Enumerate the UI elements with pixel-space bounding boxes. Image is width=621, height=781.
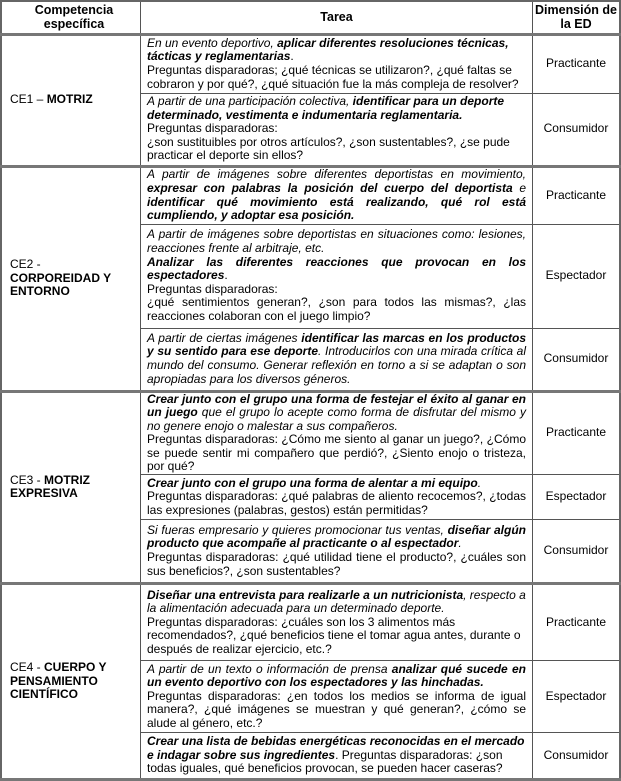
tarea-cell: Crear una lista de bebidas energéticas r… — [140, 732, 533, 781]
tarea-cell: Diseñar una entrevista para realizarle a… — [140, 583, 533, 662]
competencia-name: MOTRIZ EXPRESIVA — [10, 472, 91, 501]
header-tarea: Tarea — [140, 0, 533, 36]
competencia-cell: CE1 – MOTRIZ — [0, 33, 141, 168]
tarea-text: . — [290, 49, 294, 64]
header-row: Competencia específica Tarea Dimensión d… — [0, 0, 621, 36]
tarea-text: ¿son sustituibles por otros artículos?, … — [147, 134, 510, 163]
tarea-text: analizar qué sucede en un evento deporti… — [147, 661, 526, 690]
competencia-name: MOTRIZ — [46, 92, 93, 107]
header-dimension: Dimensión de la ED — [532, 0, 621, 36]
dimension-cell: Practicante — [532, 583, 621, 662]
competencia-code: CE1 – — [10, 92, 47, 107]
dimension-cell: Consumidor — [532, 92, 621, 168]
tarea-text: En un evento deportivo, — [147, 35, 278, 50]
dimension-cell: Consumidor — [532, 327, 621, 393]
tarea-text: . — [458, 536, 462, 551]
tarea-text: . — [477, 475, 482, 490]
tarea-text: , respecto a la alimentación adecuada pa… — [147, 587, 526, 616]
competencia-cell: CE3 - MOTRIZ EXPRESIVA — [0, 390, 141, 586]
tarea-cell: Crear junto con el grupo una forma de fe… — [140, 390, 533, 476]
tarea-text: Preguntas disparadoras: ¿cuáles son los … — [147, 614, 521, 656]
competencia-code: CE2 - — [10, 257, 41, 272]
dimension-cell: Espectador — [532, 223, 621, 329]
competencia-cell: CE4 - CUERPO Y PENSAMIENTO CIENTÍFICO — [0, 583, 141, 781]
dimension-cell: Practicante — [532, 165, 621, 225]
tarea-text: Preguntas disparadoras: ¿en todos los me… — [147, 688, 526, 730]
tarea-text: . — [224, 268, 228, 283]
tarea-text: . Introducirlos con una mirada crítica a… — [147, 344, 527, 386]
table-row: CE3 - MOTRIZ EXPRESIVA Crear junto con el… — [0, 390, 621, 586]
tarea-cell: A partir de imágenes sobre diferentes de… — [140, 165, 533, 225]
dimension-cell: Espectador — [532, 474, 621, 521]
tarea-text: Crear junto con el grupo una forma de fe… — [147, 391, 526, 420]
tarea-cell: Si fueras empresario y quieres promocion… — [140, 519, 533, 586]
tarea-text: . Preguntas disparadoras: ¿son todas igu… — [147, 747, 503, 776]
competencia-code: CE4 - — [10, 660, 45, 675]
competencia-name: CUERPO Y PENSAMIENTO CIENTÍFICO — [10, 660, 107, 702]
table-row: CE4 - CUERPO Y PENSAMIENTO CIENTÍFICO Dis… — [0, 583, 621, 781]
header-competencia: Competencia específica — [0, 0, 141, 36]
competencia-cell: CE2 - CORPOREIDAD Y ENTORNO — [0, 165, 141, 393]
table-row: CE2 - CORPOREIDAD Y ENTORNO A partir de i… — [0, 165, 621, 393]
tarea-text: A partir de ciertas imágenes — [147, 330, 302, 345]
tarea-text: Preguntas disparadoras: ¿Cómo me siento … — [147, 432, 526, 474]
table-row: Si fueras empresario y quieres promocion… — [1, 519, 621, 586]
tarea-text: A partir de una participación colectiva, — [147, 94, 353, 109]
tarea-text: expresar con palabras la posición del cu… — [147, 180, 513, 195]
tarea-text: Preguntas disparadoras; ¿qué técnicas se… — [147, 63, 519, 91]
tarea-text: Crear junto con el grupo una forma de al… — [147, 475, 478, 490]
tarea-text: identificar para un deporte determinado,… — [147, 94, 505, 122]
tarea-text: identificar las marcas en los productos … — [147, 330, 526, 359]
dimension-cell: Consumidor — [532, 732, 621, 781]
dimension-cell: Consumidor — [532, 519, 621, 586]
tarea-text: A partir de un texto o información de pr… — [147, 661, 392, 676]
tarea-text: Preguntas disparadoras: — [147, 281, 278, 296]
tarea-text: e — [512, 180, 526, 195]
tarea-cell: A partir de imágenes sobre deportistas e… — [140, 223, 533, 329]
tarea-text: A partir de imágenes sobre diferentes de… — [147, 167, 526, 182]
tarea-text: A partir de imágenes sobre deportistas e… — [147, 227, 526, 256]
competencia-code: CE3 - — [10, 472, 45, 487]
tarea-text: Si fueras empresario y quieres promocion… — [147, 522, 448, 537]
tarea-text: ¿qué sentimientos generan?, ¿son para to… — [147, 295, 526, 323]
table-row: A partir de una participación colectiva,… — [1, 92, 621, 168]
tarea-text: Diseñar una entrevista para realizarle a… — [147, 587, 464, 602]
table-row: CE1 – MOTRIZ En un evento deportivo, apli… — [0, 33, 621, 168]
table-row: Crear una lista de bebidas energéticas r… — [1, 732, 621, 781]
dimension-cell: Espectador — [532, 660, 621, 734]
tarea-cell: A partir de un texto o información de pr… — [140, 660, 533, 734]
tarea-text: aplicar diferentes resoluciones técnicas… — [147, 35, 509, 64]
tarea-cell: Crear junto con el grupo una forma de al… — [140, 474, 533, 521]
tarea-text: Preguntas disparadoras: ¿qué palabras de… — [147, 489, 526, 517]
table-row: A partir de ciertas imágenes identificar… — [1, 327, 621, 393]
tarea-text: Preguntas disparadoras: ¿qué utilidad ti… — [147, 550, 526, 578]
tarea-cell: En un evento deportivo, aplicar diferent… — [140, 33, 533, 94]
tarea-cell: A partir de una participación colectiva,… — [140, 92, 533, 168]
dimension-cell: Practicante — [532, 390, 621, 476]
competencia-name: CORPOREIDAD Y ENTORNO — [10, 270, 111, 299]
dimension-cell: Practicante — [532, 33, 621, 94]
tarea-text: que el grupo lo acepte como forma de dis… — [147, 405, 526, 433]
tarea-cell: A partir de ciertas imágenes identificar… — [140, 327, 533, 393]
tarea-text: Crear una lista de bebidas energéticas r… — [147, 734, 525, 762]
tarea-text: identificar qué movimiento está realizan… — [147, 194, 526, 223]
tarea-text: Analizar las diferentes reacciones que p… — [147, 254, 526, 283]
tarea-text: diseñar algún producto que acompañe al p… — [147, 522, 527, 551]
tarea-text: Preguntas disparadoras: — [147, 121, 278, 136]
table-row: A partir de un texto o información de pr… — [1, 660, 621, 734]
